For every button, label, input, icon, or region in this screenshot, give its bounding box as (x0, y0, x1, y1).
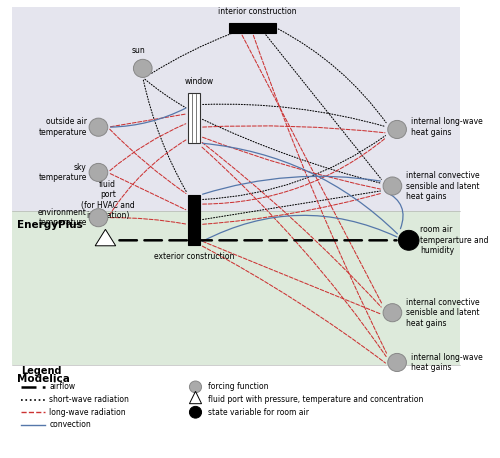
Text: convection: convection (50, 420, 91, 430)
Circle shape (89, 209, 108, 227)
Text: window: window (184, 77, 214, 87)
Text: fluid port with pressure, temperature and concentration: fluid port with pressure, temperature an… (208, 395, 423, 404)
Bar (188, 93, 200, 143)
Text: room air
temperarture and
humidity: room air temperarture and humidity (420, 225, 489, 255)
Text: interior construction: interior construction (218, 7, 296, 16)
Text: forcing function: forcing function (208, 382, 268, 392)
Text: internal long-wave
heat gains: internal long-wave heat gains (411, 353, 483, 372)
Circle shape (134, 60, 152, 77)
Text: environment
temperature: environment temperature (38, 208, 87, 227)
Circle shape (388, 120, 406, 138)
Text: internal convective
sensible and latent
heat gains: internal convective sensible and latent … (406, 171, 480, 201)
Bar (229, 23, 276, 33)
Bar (12, 7, 460, 211)
Circle shape (398, 230, 419, 250)
Circle shape (190, 381, 202, 393)
Polygon shape (95, 229, 116, 246)
Text: internal long-wave
heat gains: internal long-wave heat gains (411, 118, 483, 137)
Circle shape (383, 304, 402, 322)
Text: airflow: airflow (50, 382, 76, 392)
Text: Modelica: Modelica (17, 374, 70, 384)
Bar (188, 195, 200, 245)
Polygon shape (190, 391, 202, 403)
Text: short-wave radiation: short-wave radiation (50, 395, 130, 404)
Text: long-wave radiation: long-wave radiation (50, 408, 126, 417)
Text: fluid
port
(for HVAC and
infiltration): fluid port (for HVAC and infiltration) (81, 180, 134, 220)
Text: EnergyPlus: EnergyPlus (17, 220, 82, 230)
Text: outside air
temperature: outside air temperature (38, 118, 87, 137)
Text: sky
temperature: sky temperature (38, 163, 87, 182)
Circle shape (89, 118, 108, 136)
Text: Legend: Legend (22, 366, 62, 376)
Bar (12, 211, 460, 365)
Bar (3, 365, 469, 455)
Circle shape (89, 164, 108, 181)
Text: sun: sun (131, 45, 145, 55)
Text: internal convective
senisble and latent
heat gains: internal convective senisble and latent … (406, 298, 480, 327)
Circle shape (190, 406, 202, 418)
Circle shape (388, 354, 406, 371)
Circle shape (383, 177, 402, 195)
Text: exterior construction: exterior construction (154, 251, 234, 261)
Text: state variable for room air: state variable for room air (208, 408, 308, 417)
